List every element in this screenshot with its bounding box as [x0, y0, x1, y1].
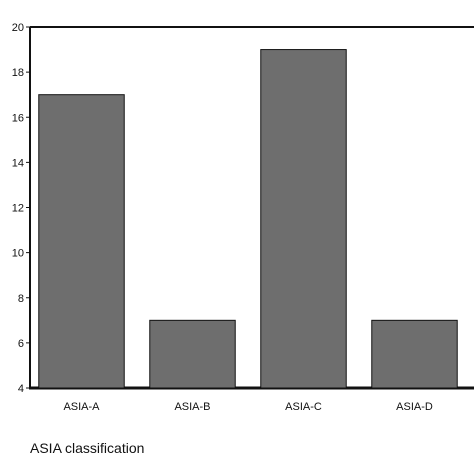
bar-asia-c — [260, 49, 347, 389]
y-tick-label: 4 — [18, 383, 24, 395]
y-tick-label: 12 — [12, 203, 24, 215]
y-tick-label: 10 — [12, 248, 24, 260]
y-tick-label: 6 — [18, 338, 24, 350]
bar-asia-b — [149, 319, 236, 389]
y-tick-label: 18 — [12, 67, 24, 79]
bar-asia-d — [371, 319, 458, 389]
y-tick-label: 14 — [12, 157, 24, 169]
x-axis: ASIA-A ASIA-B ASIA-C ASIA-D — [63, 401, 432, 413]
x-tick-label: ASIA-C — [285, 401, 322, 413]
y-tick-label: 8 — [18, 293, 24, 305]
y-tick-label: 16 — [12, 112, 24, 124]
x-axis-title: ASIA classification — [30, 440, 144, 456]
x-tick-label: ASIA-B — [174, 401, 210, 413]
x-tick-label: ASIA-D — [396, 401, 433, 413]
y-tick-label: 20 — [12, 22, 24, 34]
bars — [38, 49, 458, 389]
bar-asia-a — [38, 94, 125, 389]
x-tick-label: ASIA-A — [63, 401, 100, 413]
y-axis: 4 6 8 10 12 14 16 18 20 — [12, 22, 30, 395]
